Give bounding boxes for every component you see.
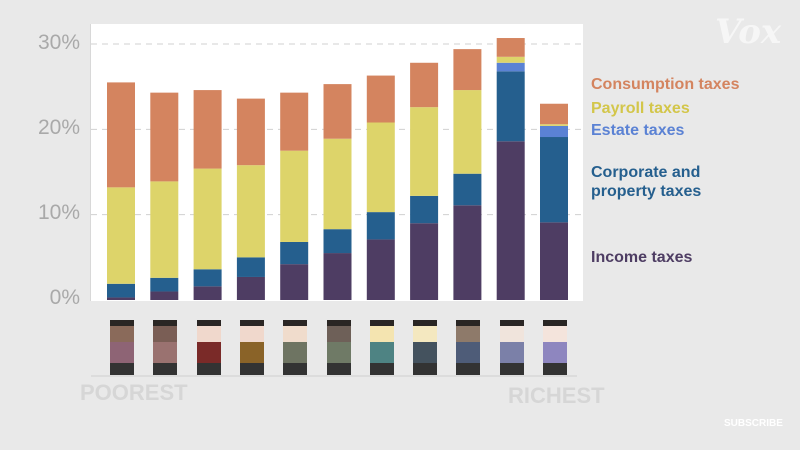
bar-7-income-taxes [366, 239, 395, 300]
bar-4-payroll-taxes [236, 165, 265, 258]
legend-consumption: Consumption taxes [591, 76, 740, 93]
bar-10-consumption-taxes [496, 38, 525, 57]
bar-6-payroll-taxes [323, 138, 352, 230]
bar-11-payroll-taxes [540, 124, 568, 126]
bar-9-income-taxes [453, 205, 482, 300]
bar-11-estate-taxes [540, 125, 568, 138]
bar-8-consumption-taxes [410, 62, 439, 108]
bar-6-consumption-taxes [323, 84, 352, 139]
bar-11-consumption-taxes [540, 103, 568, 125]
legend-payroll: Payroll taxes [591, 100, 690, 117]
plot-area [90, 24, 583, 301]
bar-11-income-taxes [540, 222, 568, 300]
poorest-label: POOREST [80, 380, 188, 405]
bar-4-income-taxes [236, 276, 265, 300]
bar-10-income-taxes [496, 141, 525, 300]
bar-3-payroll-taxes [193, 168, 222, 270]
bar-1-payroll-taxes [107, 187, 135, 284]
y-tick-0: 0% [49, 286, 80, 309]
bar-5-corporate-and-property-taxes [280, 241, 309, 265]
vox-logo: Vox [715, 12, 782, 52]
subscribe-button[interactable]: SUBSCRIBE [724, 418, 783, 429]
bar-1-corporate-and-property-taxes [107, 283, 135, 298]
legend-corporate-line2: property taxes [591, 183, 702, 200]
bar-10-corporate-and-property-taxes [496, 71, 525, 142]
bar-11-corporate-and-property-taxes [540, 137, 568, 223]
legend-corporate-line1: Corporate and [591, 164, 701, 181]
bar-3-income-taxes [193, 286, 222, 300]
y-tick-10: 10% [37, 201, 80, 224]
legend-estate: Estate taxes [591, 122, 685, 139]
richest-label: RICHEST [508, 383, 605, 408]
bar-1-consumption-taxes [107, 82, 135, 188]
bar-7-payroll-taxes [366, 122, 395, 213]
bar-4-corporate-and-property-taxes [236, 257, 265, 277]
bar-5-consumption-taxes [280, 92, 309, 151]
stacked-bar-chart [91, 38, 583, 300]
bar-9-payroll-taxes [453, 90, 482, 174]
bar-3-corporate-and-property-taxes [193, 269, 222, 287]
bar-10-payroll-taxes [496, 56, 525, 63]
legend-income: Income taxes [591, 249, 693, 266]
y-tick-30: 30% [37, 31, 80, 54]
bar-4-consumption-taxes [236, 98, 265, 166]
bar-8-payroll-taxes [410, 107, 439, 196]
bar-3-consumption-taxes [193, 90, 222, 169]
y-tick-20: 20% [37, 116, 80, 139]
bar-5-payroll-taxes [280, 150, 309, 242]
bar-7-corporate-and-property-taxes [366, 212, 395, 240]
bar-2-payroll-taxes [150, 181, 179, 278]
bar-9-consumption-taxes [453, 49, 482, 91]
baseline [91, 375, 577, 377]
bar-2-income-taxes [150, 291, 179, 300]
bar-6-corporate-and-property-taxes [323, 229, 352, 254]
bar-8-corporate-and-property-taxes [410, 195, 439, 224]
bar-9-corporate-and-property-taxes [453, 173, 482, 206]
bar-10-estate-taxes [496, 62, 525, 72]
bar-2-consumption-taxes [150, 92, 179, 182]
bar-2-corporate-and-property-taxes [150, 277, 179, 292]
bar-6-income-taxes [323, 253, 352, 300]
bar-7-consumption-taxes [366, 75, 395, 123]
bar-5-income-taxes [280, 264, 309, 300]
bar-8-income-taxes [410, 223, 439, 300]
bar-1-income-taxes [107, 297, 135, 300]
